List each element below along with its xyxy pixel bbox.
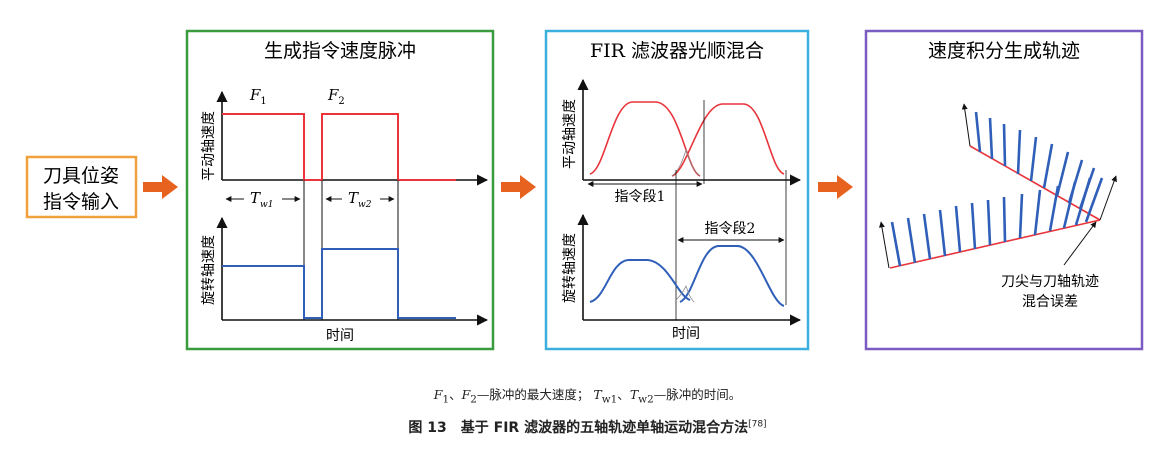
panel2-ylabel-top: 平动轴速度 xyxy=(562,99,578,169)
f1-label: F1 xyxy=(249,86,267,107)
panel3-title: 速度积分生成轨迹 xyxy=(928,40,1080,62)
panel2-ylabel-bottom: 旋转轴速度 xyxy=(562,233,578,303)
panel1-xlabel: 时间 xyxy=(326,328,354,344)
panel3-annotation-line2: 混合误差 xyxy=(1022,294,1078,310)
tool-axis-end-arrow xyxy=(1099,175,1117,221)
panel1-title: 生成指令速度脉冲 xyxy=(264,40,416,62)
caption-tw2-sub: w2 xyxy=(638,393,654,406)
panel-fir-blending: FIR 滤波器光顺混合 指令段1 指令段2 平动轴速度 旋转轴速度 时间 xyxy=(544,29,810,351)
panel1-ylabel-bottom: 旋转轴速度 xyxy=(201,235,217,305)
rotational-curve-1 xyxy=(589,259,691,303)
blend-error-leader xyxy=(1063,221,1097,266)
tool-axis-start-arrow-lower xyxy=(878,221,890,269)
flow-arrow-2 xyxy=(501,175,536,199)
figure-caption: 图 13 基于 FIR 滤波器的五轴轨迹单轴运动混合方法[78] xyxy=(0,417,1175,437)
panel3-annotation-line1: 刀尖与刀轴轨迹 xyxy=(1001,274,1099,290)
caption-sep2: 、 xyxy=(617,387,630,402)
tool-axis-lines xyxy=(890,111,1104,267)
caption-f1: F xyxy=(433,387,443,402)
caption-desc1: —脉冲的最大速度； xyxy=(476,387,590,402)
seg1-label: 指令段1 xyxy=(615,189,666,205)
translational-curve-2 xyxy=(671,103,785,177)
figure-caption-text: 图 13 基于 FIR 滤波器的五轴轨迹单轴运动混合方法 xyxy=(408,420,749,436)
panel2-title: FIR 滤波器光顺混合 xyxy=(590,40,764,62)
flow-arrow-1 xyxy=(143,175,178,199)
input-box: 刀具位姿 指令输入 xyxy=(25,155,138,219)
tw1-label: Tw1 xyxy=(250,189,273,210)
input-box-line2: 指令输入 xyxy=(43,191,119,213)
panel-pulse-generation: 生成指令速度脉冲 F1 F2 Tw1 Tw2 平动轴速度 旋转轴速度 时间 xyxy=(185,29,495,351)
translational-velocity-pulses xyxy=(222,113,456,181)
figure-legend-note: F1、F2—脉冲的最大速度； Tw1、Tw2—脉冲的时间。 xyxy=(0,384,1175,406)
tool-axis-start-arrow-upper xyxy=(961,103,971,147)
caption-tw1-sub: w1 xyxy=(601,393,618,406)
translational-blend-lower xyxy=(671,148,701,177)
flow-arrow-3 xyxy=(818,175,853,199)
panel2-xlabel: 时间 xyxy=(672,326,700,342)
caption-tw2: T xyxy=(629,387,639,402)
tw2-label: Tw2 xyxy=(348,189,372,210)
panel-trajectory-integration: 速度积分生成轨迹 xyxy=(864,29,1144,351)
caption-tw1: T xyxy=(593,387,602,402)
rotational-velocity-pulses xyxy=(222,248,456,319)
caption-desc2: —脉冲的时间。 xyxy=(653,387,742,402)
input-box-line1: 刀具位姿 xyxy=(43,165,119,187)
rotational-blend-lower xyxy=(675,284,695,303)
caption-f1-sub: 1 xyxy=(442,393,450,406)
panel1-ylabel-top: 平动轴速度 xyxy=(201,111,217,181)
rotational-curve-2 xyxy=(679,245,785,307)
seg2-label: 指令段2 xyxy=(705,221,756,237)
caption-sep1: 、 xyxy=(449,387,462,402)
figure-caption-ref: [78] xyxy=(748,419,767,430)
caption-f2: F xyxy=(461,387,471,402)
caption-f2-sub: 2 xyxy=(470,393,477,406)
f2-label: F2 xyxy=(327,86,345,107)
